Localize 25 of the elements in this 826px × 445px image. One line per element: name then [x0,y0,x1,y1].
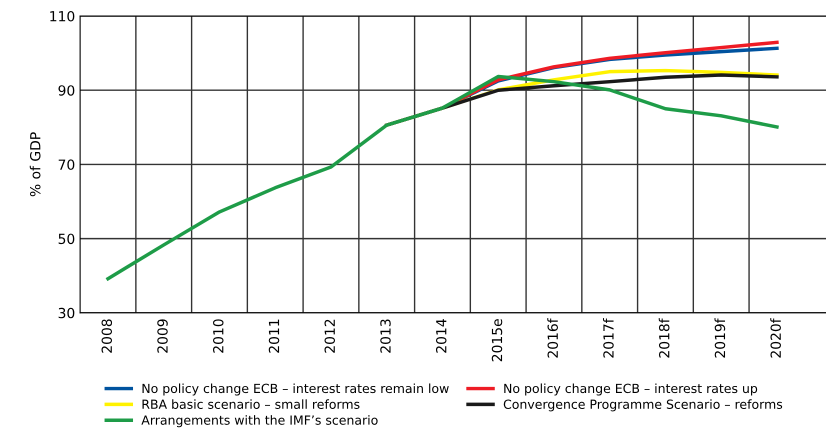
x-tick-label: 2008 [102,319,112,353]
x-tick-label: 2017f [602,318,614,358]
x-tick-label: 2012 [324,320,336,353]
y-axis-title: % of GDP [30,132,41,196]
y-tick-label: 70 [58,159,74,170]
x-tick-label: 2020f [770,318,781,358]
y-tick-label: 50 [58,234,74,244]
legend-label: No policy change ECB – interest rates up [504,383,758,396]
x-tick-label: 2010 [213,319,224,353]
legend-label: Arrangements with the IMF’s scenario [141,415,378,428]
x-tick-label: 2015e [492,319,502,362]
y-tick-label: 90 [58,85,74,96]
x-tick-label: 2018f [658,318,670,358]
line-series [106,74,779,280]
y-tick-label: 110 [50,10,74,22]
x-tick-label: 2014 [436,319,446,353]
legend-label: No policy change ECB – interest rates remain low [142,383,449,396]
legend-label: RBA basic scenario – small reforms [142,399,360,409]
y-tick-label: 30 [58,308,74,318]
x-tick-label: 2013 [380,320,391,353]
legend-label: Convergence Programme Scenario – reforms [504,399,782,412]
x-tick-label: 2019f [714,318,726,358]
x-tick-label: 2011 [268,320,280,353]
x-tick-label: 2009 [157,319,168,353]
x-tick-label: 2016f [547,318,558,358]
